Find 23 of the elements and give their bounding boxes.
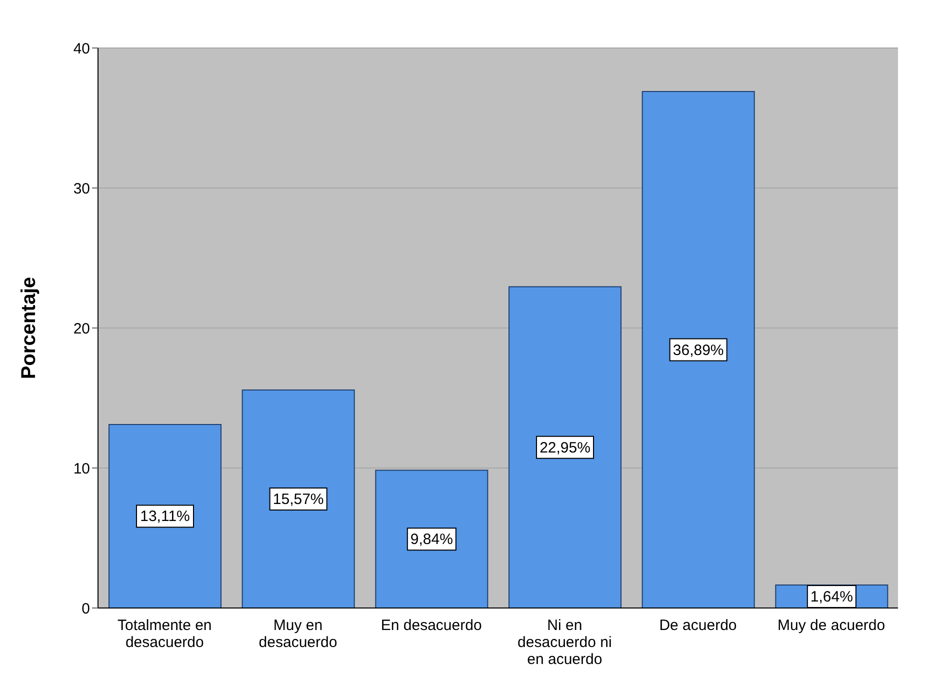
data-label: 15,57%: [272, 491, 324, 508]
data-label: 1,64%: [810, 588, 853, 606]
y-tick-label: 0: [82, 600, 90, 618]
data-label: 13,11%: [140, 508, 190, 526]
bar: [242, 390, 355, 608]
x-tick-label: Ni en desacuerdo ni en acuerdo: [518, 617, 612, 668]
bar: [508, 286, 622, 608]
y-tick-label: 40: [73, 40, 90, 58]
y-tick-label: 10: [73, 460, 90, 478]
bar: [108, 424, 222, 608]
x-tick-label: En desacuerdo: [380, 617, 482, 634]
x-tick-label: Muy de acuerdo: [778, 617, 886, 634]
bar: [642, 91, 755, 608]
y-axis-title: Porcentaje: [18, 276, 40, 380]
x-tick-label: Muy en desacuerdo: [258, 617, 338, 651]
data-label: 22,95%: [540, 439, 590, 456]
data-label: 36,89%: [672, 342, 724, 359]
data-label: 9,84%: [410, 531, 453, 548]
y-tick-label: 20: [73, 320, 90, 338]
y-tick-label: 30: [73, 180, 90, 198]
x-tick-label: De acuerdo: [659, 617, 737, 634]
bar: [375, 470, 488, 608]
x-tick-label: Totalmente en desacuerdo: [118, 617, 212, 651]
